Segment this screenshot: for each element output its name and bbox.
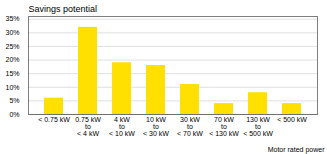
svg-text:130 kWto< 500 kW: 130 kWto< 500 kW — [243, 116, 273, 137]
svg-text:25%: 25% — [5, 43, 19, 50]
svg-text:< 0.75 kW: < 0.75 kW — [38, 116, 70, 123]
svg-text:Savings potential: Savings potential — [29, 4, 98, 14]
svg-text:35%: 35% — [5, 15, 19, 22]
svg-text:0%: 0% — [9, 111, 19, 118]
svg-text:5%: 5% — [9, 97, 19, 104]
svg-text:70 kWto< 130 kW: 70 kWto< 130 kW — [209, 116, 239, 137]
svg-text:Motor rated power: Motor rated power — [268, 146, 325, 154]
svg-text:< 500 kW: < 500 kW — [277, 116, 307, 123]
svg-text:10%: 10% — [5, 84, 19, 91]
svg-text:20%: 20% — [5, 56, 19, 63]
svg-text:4 kWto< 10 kW: 4 kWto< 10 kW — [109, 116, 135, 137]
svg-text:15%: 15% — [5, 70, 19, 77]
svg-text:10 kWto< 30 kW: 10 kWto< 30 kW — [143, 116, 169, 137]
svg-text:30%: 30% — [5, 29, 19, 36]
svg-text:30 kWto< 70 kW: 30 kWto< 70 kW — [177, 116, 203, 137]
svg-text:0.75 kWto< 4 kW: 0.75 kWto< 4 kW — [75, 116, 101, 137]
